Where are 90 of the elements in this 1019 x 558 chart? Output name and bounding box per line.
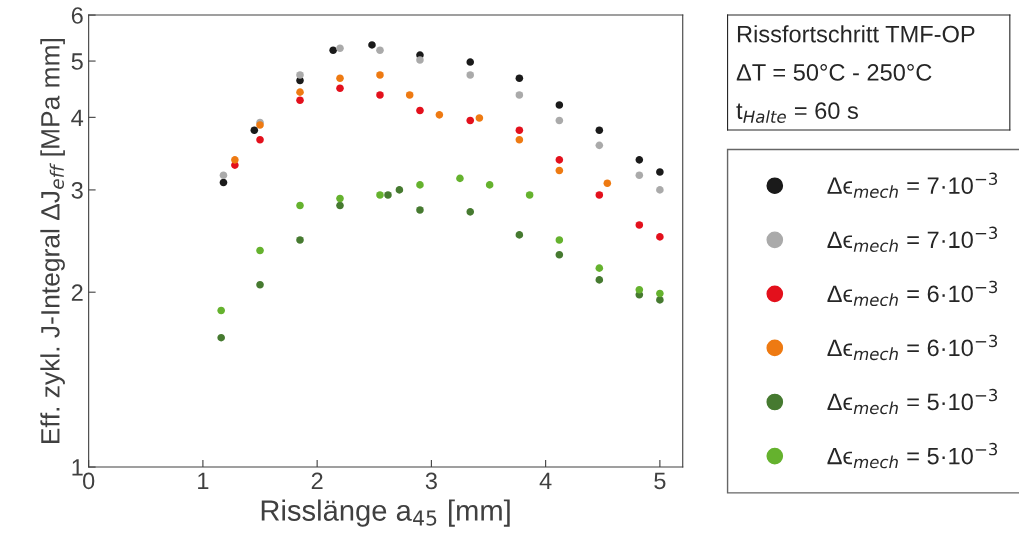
point xyxy=(376,91,384,99)
point xyxy=(336,44,344,53)
point xyxy=(336,74,344,83)
x-tick-label: 2 xyxy=(311,472,323,490)
point xyxy=(336,194,344,203)
point xyxy=(416,56,424,64)
point xyxy=(656,289,664,298)
point xyxy=(656,168,664,176)
legend-label: Δϵ$_{mech}$ = 6·10$^{−3}$ xyxy=(827,280,998,307)
point xyxy=(595,126,604,135)
point xyxy=(376,46,384,54)
legend-label: Δϵ$_{mech}$ = 6·10$^{−3}$ xyxy=(827,334,998,361)
point xyxy=(466,71,475,79)
text: ΔT = 50°C - 250°C xyxy=(736,64,932,81)
point xyxy=(250,126,259,135)
point xyxy=(515,135,524,144)
point xyxy=(219,178,228,187)
legend-label: Δϵ$_{mech}$ = 7·10$^{−3}$ xyxy=(827,226,998,252)
point xyxy=(466,58,475,66)
point xyxy=(525,191,534,199)
point xyxy=(555,250,564,259)
point xyxy=(595,264,604,272)
y-tick-label: 5 xyxy=(71,53,83,70)
point xyxy=(555,156,564,164)
point xyxy=(515,74,524,83)
legend-label: Δϵ$_{mech}$ = 5·10$^{−3}$ xyxy=(827,442,998,469)
point xyxy=(329,46,337,54)
point xyxy=(416,106,424,115)
point xyxy=(296,201,304,210)
point xyxy=(595,276,604,284)
point xyxy=(395,186,404,194)
point xyxy=(635,156,644,164)
x-tick-label: 0 xyxy=(83,472,95,490)
point xyxy=(296,71,304,79)
point xyxy=(515,126,524,135)
point xyxy=(466,116,475,125)
point xyxy=(384,191,392,199)
text: t$_{Halte}$ = 60 s xyxy=(736,102,858,123)
point xyxy=(336,201,344,210)
x-tick-label: 4 xyxy=(539,472,552,490)
point xyxy=(515,231,524,239)
point xyxy=(376,191,384,199)
point xyxy=(296,88,304,96)
x-tick-label: 1 xyxy=(198,472,209,490)
point xyxy=(368,41,376,49)
point xyxy=(603,179,612,188)
point xyxy=(435,111,444,119)
legend-label: Δϵ$_{mech}$ = 7·10$^{−3}$ xyxy=(827,172,998,198)
text: Rissfortschritt TMF-OP xyxy=(737,25,975,43)
point xyxy=(231,156,239,164)
point xyxy=(635,221,644,229)
point xyxy=(656,186,664,194)
y-tick-label: 6 xyxy=(71,7,83,24)
point xyxy=(416,206,424,214)
point xyxy=(555,116,564,125)
y-tick-label: 1 xyxy=(72,459,83,476)
point xyxy=(595,191,604,199)
point xyxy=(555,166,564,175)
point xyxy=(296,96,304,105)
point xyxy=(219,171,228,180)
point xyxy=(217,333,225,342)
point xyxy=(296,236,304,244)
point xyxy=(635,171,644,180)
y-tick-label: 2 xyxy=(71,284,83,301)
point xyxy=(635,285,644,294)
y-tick-label: 3 xyxy=(71,181,83,199)
point xyxy=(336,84,344,92)
point xyxy=(256,246,264,255)
y-axis-title: Eff. zykl. J-Integral ΔJ$_{eff}$ [MPa mm] xyxy=(40,38,65,444)
point xyxy=(405,91,414,99)
point xyxy=(555,101,564,109)
point xyxy=(416,181,424,189)
point xyxy=(456,174,464,183)
y-tick-label: 4 xyxy=(71,109,84,126)
point xyxy=(217,306,225,315)
point xyxy=(656,233,664,241)
point xyxy=(256,135,264,144)
x-tick-label: 5 xyxy=(654,472,666,490)
point xyxy=(656,296,664,304)
x-axis-title: Risslänge a$_{45}$ [mm] xyxy=(261,499,510,527)
point xyxy=(485,181,494,189)
point xyxy=(555,236,564,244)
point xyxy=(376,71,384,79)
point xyxy=(256,280,264,289)
point xyxy=(595,141,604,150)
point xyxy=(475,114,484,122)
point xyxy=(515,91,524,99)
x-tick-label: 3 xyxy=(425,472,437,490)
legend-label: Δϵ$_{mech}$ = 5·10$^{−3}$ xyxy=(827,388,998,415)
point xyxy=(466,208,475,216)
